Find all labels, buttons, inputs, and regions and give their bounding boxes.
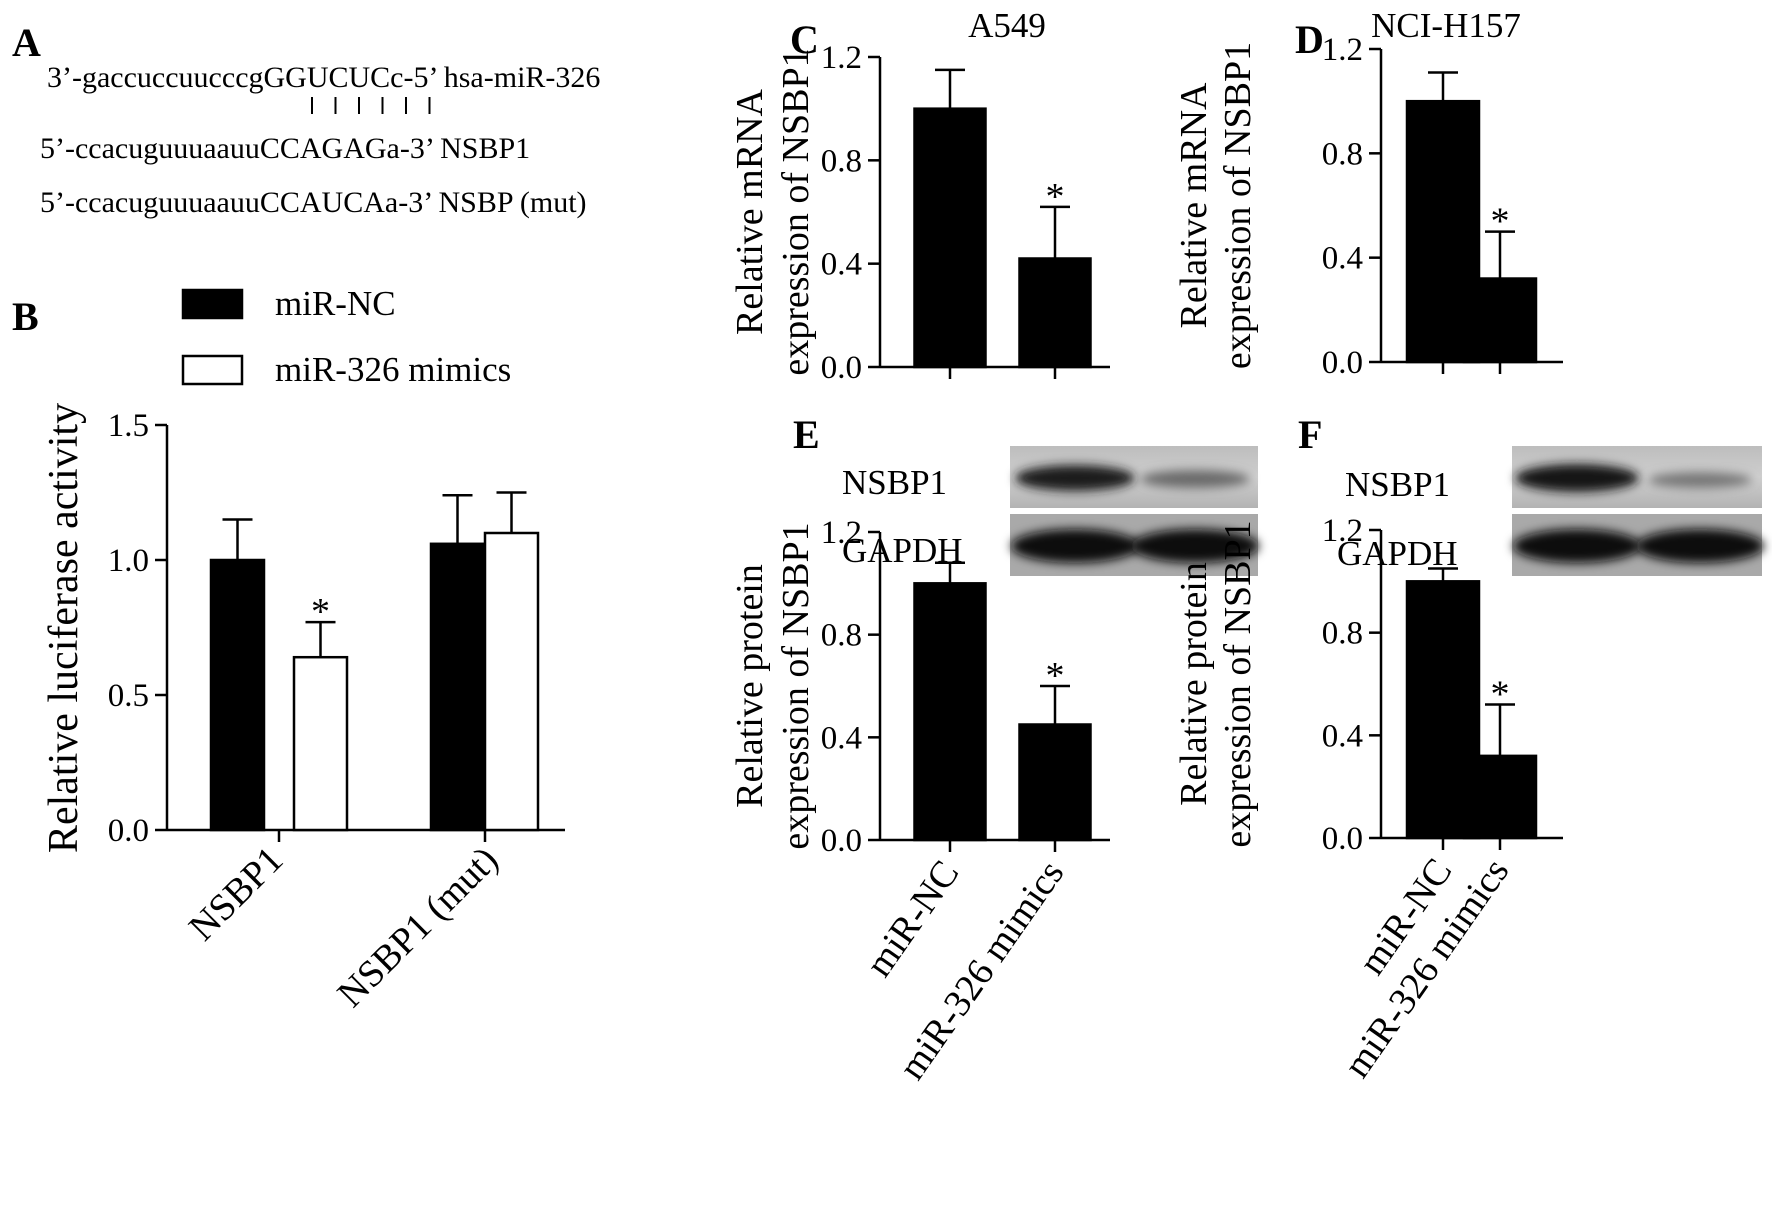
y-tick-label: 1.5 xyxy=(108,408,149,444)
y-axis-label-line1: Relative mRNA xyxy=(1173,82,1215,328)
significance-star: * xyxy=(1046,176,1065,218)
x-tick-label: NSBP1 xyxy=(181,839,291,949)
blot-band-gapdh-nc-f xyxy=(1513,529,1641,563)
western-blot-e: NSBP1 GAPDH xyxy=(842,446,1259,576)
panel-letter-b: B xyxy=(12,294,39,339)
y-axis-label-line1: Relative protein xyxy=(729,564,771,808)
y-tick-label: 0.4 xyxy=(1322,241,1363,277)
y-axis-label-line2: expression of NSBP1 xyxy=(775,522,817,849)
mirna-sequence: 3’-gaccuccuucccgGGUCUCc-5’ hsa-miR-326 xyxy=(47,61,600,94)
bar-mir-nc xyxy=(209,558,266,832)
panel-letter-e: E xyxy=(793,412,820,457)
bar-mir-nc xyxy=(913,107,987,369)
y-tick-label: 1.0 xyxy=(108,543,149,579)
bar-mir-326-mimics xyxy=(1462,754,1538,840)
y-tick-label: 1.2 xyxy=(821,515,862,551)
panel-letter-d: D xyxy=(1295,17,1324,62)
y-axis-label-line2: expression of NSBP1 xyxy=(1217,42,1259,369)
y-tick-label: 0.4 xyxy=(821,247,862,283)
bar-mir-326-mimics xyxy=(292,655,349,832)
y-tick-label: 0.4 xyxy=(821,720,862,756)
y-tick-label: 0.8 xyxy=(821,618,862,654)
blot-label-nsbp1-e: NSBP1 xyxy=(842,463,947,502)
y-tick-label: 0.4 xyxy=(1322,718,1363,754)
y-tick-label: 0.0 xyxy=(1322,821,1363,857)
panel-a: A 3’-gaccuccuucccgGGUCUCc-5’ hsa-miR-326… xyxy=(12,20,600,219)
y-axis-label: Relative luciferase activity xyxy=(41,403,87,853)
y-tick-label: 1.2 xyxy=(1322,513,1363,549)
nsbp-mut-sequence: 5’-ccacuguuuaauuCCAUCAa-3’ NSBP (mut) xyxy=(40,186,587,219)
blot-band-nsbp1-mimics-f xyxy=(1648,472,1752,488)
panel-letter-c: C xyxy=(790,17,819,62)
base-pairing-marks xyxy=(311,97,431,114)
panel-letter-a: A xyxy=(12,20,41,65)
legend-swatch xyxy=(181,354,244,386)
y-tick-label: 0.0 xyxy=(108,813,149,849)
blot-band-gapdh-mimics-f xyxy=(1636,529,1764,563)
bar-mir-nc xyxy=(429,542,486,832)
significance-star: * xyxy=(1046,655,1065,697)
legend-swatch xyxy=(181,288,244,320)
bar-mir-326-mimics xyxy=(1018,257,1092,369)
chart-b: 0.0 0.5 1.0 1.5 Relative luciferase activity… xyxy=(41,284,565,1015)
y-tick-label: 0.0 xyxy=(821,823,862,859)
blot-band-gapdh-mimics-e xyxy=(1131,529,1259,563)
y-axis-label-line1: Relative protein xyxy=(1173,562,1215,806)
blot-band-nsbp1-nc-e xyxy=(1015,465,1135,491)
bar-mir-326-mimics xyxy=(483,531,540,832)
legend-label: miR-NC xyxy=(275,284,396,323)
blot-label-gapdh-f: GAPDH xyxy=(1337,534,1458,573)
chart-e: 0.0 0.4 0.8 1.2 Relative protein expression o… xyxy=(729,515,1110,1087)
y-axis-label-line1: Relative mRNA xyxy=(729,88,771,334)
y-axis-label-line2: expression of NSBP1 xyxy=(775,48,817,375)
significance-star: * xyxy=(1491,201,1510,243)
chart-title: A549 xyxy=(968,6,1046,45)
chart-title: NCI-H157 xyxy=(1371,6,1521,45)
y-tick-label: 1.2 xyxy=(821,40,862,76)
legend-label: miR-326 mimics xyxy=(275,350,511,389)
y-axis-label-line2: expression of NSBP1 xyxy=(1217,520,1259,847)
blot-band-gapdh-nc-e xyxy=(1011,529,1139,563)
charts: 0.0 0.5 1.0 1.5 Relative luciferase activity… xyxy=(41,6,1563,1087)
y-tick-label: 0.8 xyxy=(1322,616,1363,652)
bar-mir-326-mimics xyxy=(1462,277,1538,364)
panel-letter-f: F xyxy=(1298,412,1322,457)
nsbp1-sequence: 5’-ccacuguuuaauuCCAGAGa-3’ NSBP1 xyxy=(40,132,530,165)
x-tick-label: NSBP1 (mut) xyxy=(330,839,507,1016)
chart-c: 0.0 0.4 0.8 1.2 Relative mRNA expression of N… xyxy=(729,6,1110,386)
y-tick-label: 0.8 xyxy=(821,143,862,179)
bar-mir-326-mimics xyxy=(1018,723,1092,842)
western-blot-f: NSBP1 GAPDH xyxy=(1337,446,1764,576)
blot-band-nsbp1-mimics-e xyxy=(1140,470,1250,488)
bar-mir-nc xyxy=(913,582,987,842)
significance-star: * xyxy=(311,591,330,633)
blot-label-nsbp1-f: NSBP1 xyxy=(1345,465,1450,504)
y-tick-label: 0.0 xyxy=(821,350,862,386)
blot-band-nsbp1-nc-f xyxy=(1515,464,1639,492)
y-tick-label: 1.2 xyxy=(1322,32,1363,68)
chart-d: 0.0 0.4 0.8 1.2 Relative mRNA expression of N… xyxy=(1173,6,1563,381)
y-tick-label: 0.5 xyxy=(108,678,149,714)
x-tick-label: miR-NC xyxy=(858,853,967,984)
chart-f: 0.0 0.4 0.8 1.2 Relative protein expression o… xyxy=(1173,513,1563,1085)
y-tick-label: 0.8 xyxy=(1322,136,1363,172)
significance-star: * xyxy=(1491,674,1510,716)
y-tick-label: 0.0 xyxy=(1322,345,1363,381)
